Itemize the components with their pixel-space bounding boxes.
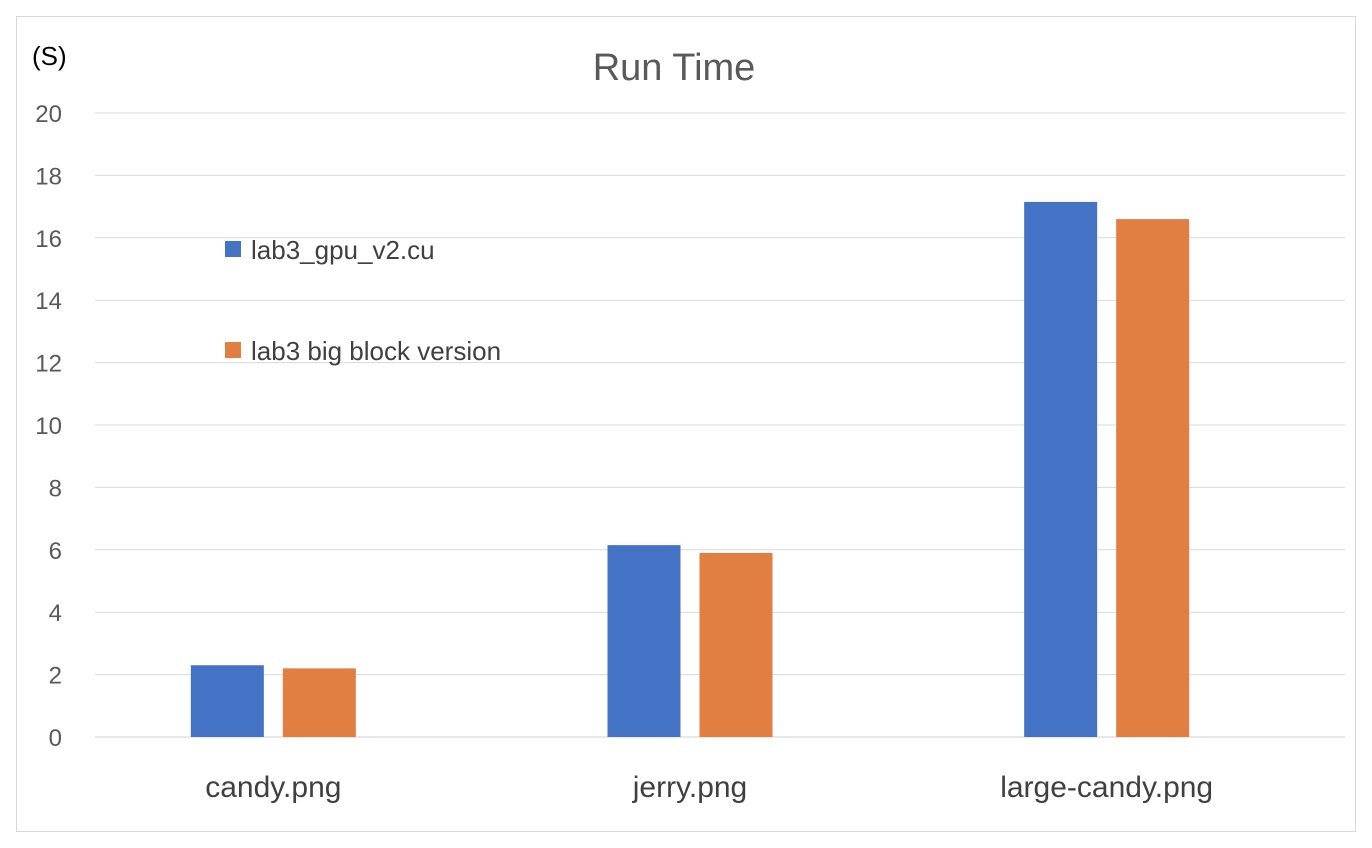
bar-lab3-big-block-candy-png <box>282 668 356 737</box>
bar-lab3-big-block-large-candy-png <box>1116 219 1190 737</box>
y-tick-label: 14 <box>35 288 62 315</box>
legend-label-lab3-big-block: lab3 big block version <box>251 336 501 366</box>
bars <box>190 201 1190 738</box>
y-tick-label: 18 <box>35 163 62 190</box>
bar-lab3-gpu-v2-large-candy-png <box>1024 201 1098 738</box>
y-tick-label: 10 <box>35 413 62 440</box>
y-tick-label: 0 <box>49 725 62 752</box>
y-tick-label: 20 <box>35 101 62 128</box>
x-axis-categories: candy.png jerry.png large-candy.png <box>205 771 1213 804</box>
x-category-label: large-candy.png <box>1000 771 1213 804</box>
legend: lab3_gpu_v2.cu lab3 big block version <box>225 235 501 366</box>
y-tick-label: 2 <box>49 663 62 690</box>
y-axis-unit-label: (S) <box>32 41 67 71</box>
bar-lab3-gpu-v2-jerry-png <box>607 545 681 737</box>
x-category-label: jerry.png <box>632 771 748 804</box>
legend-swatch-lab3-gpu-v2 <box>225 241 241 257</box>
y-tick-label: 8 <box>49 475 62 502</box>
y-axis-ticks: 0 2 4 6 8 10 12 14 16 18 20 <box>35 101 62 752</box>
y-tick-label: 6 <box>49 538 62 565</box>
y-tick-label: 12 <box>35 351 62 378</box>
bar-lab3-big-block-jerry-png <box>699 552 773 737</box>
y-tick-label: 16 <box>35 226 62 253</box>
y-tick-label: 4 <box>49 600 62 627</box>
chart-title: Run Time <box>593 47 756 89</box>
x-category-label: candy.png <box>205 771 341 804</box>
legend-label-lab3-gpu-v2: lab3_gpu_v2.cu <box>251 235 435 265</box>
legend-swatch-lab3-big-block <box>225 342 241 358</box>
bar-lab3-gpu-v2-candy-png <box>190 665 264 737</box>
